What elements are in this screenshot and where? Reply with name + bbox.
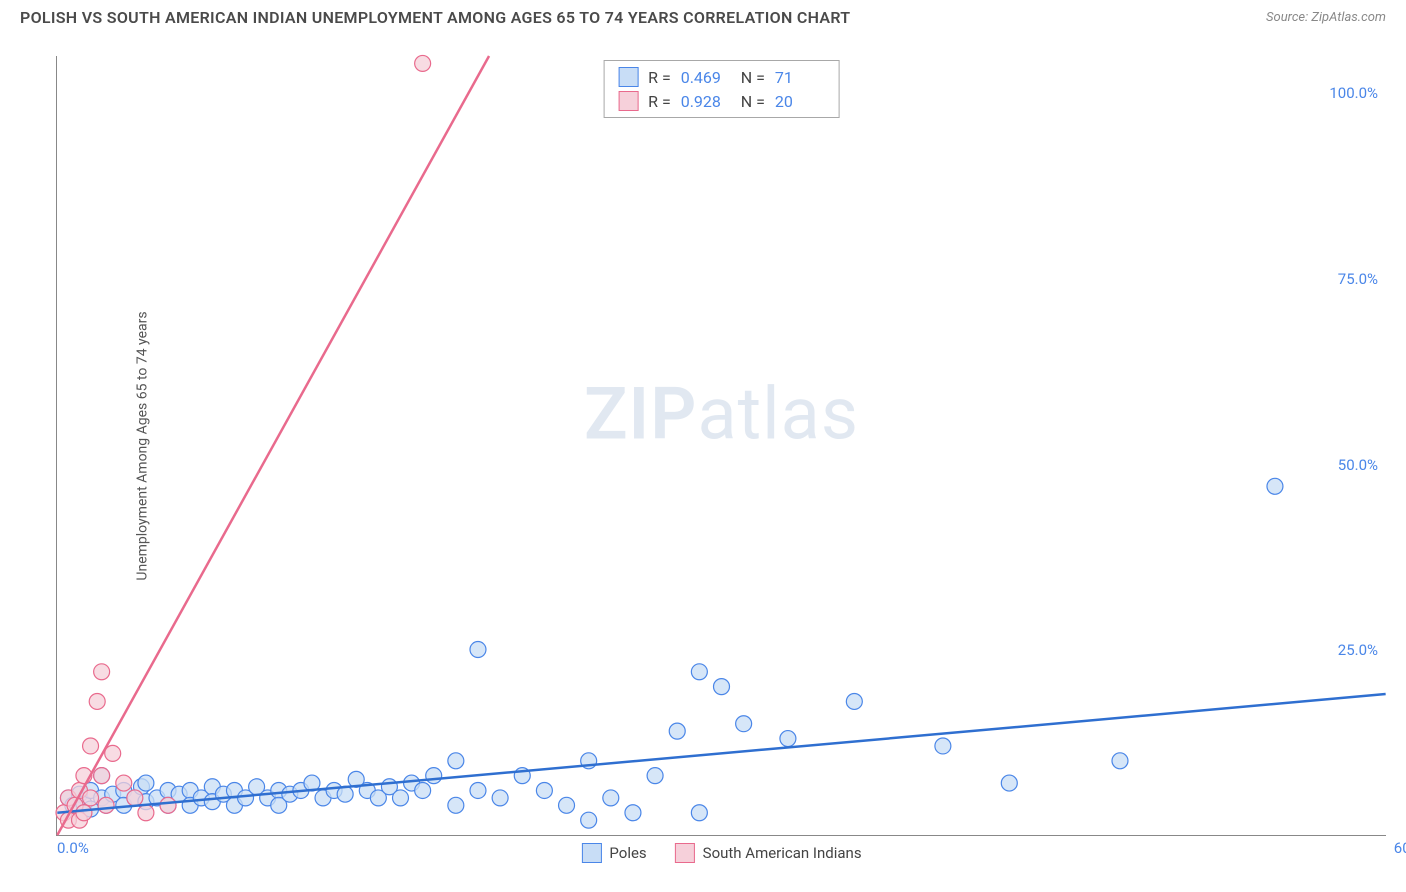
r-label-sai: R =: [648, 92, 671, 111]
x-tick-60: 60.0%: [1394, 839, 1406, 857]
legend-item-sai: South American Indians: [675, 843, 862, 863]
scatter-plot-svg: [57, 56, 1386, 835]
legend-swatch-poles: [581, 843, 601, 863]
stats-legend-box: R = 0.469 N = 71 R = 0.928 N = 20: [603, 60, 840, 118]
chart-plot-area: ZIPatlas 25.0% 50.0% 75.0% 100.0% 0.0% 6…: [56, 56, 1386, 836]
swatch-poles: [618, 67, 638, 87]
swatch-sai: [618, 91, 638, 111]
r-value-poles: 0.469: [681, 68, 731, 87]
n-label-sai: N =: [741, 92, 765, 111]
legend-item-poles: Poles: [581, 843, 646, 863]
n-value-poles: 71: [775, 68, 825, 87]
y-tick-100: 100.0%: [1329, 84, 1378, 102]
n-value-sai: 20: [775, 92, 825, 111]
n-label-poles: N =: [741, 68, 765, 87]
x-tick-0: 0.0%: [57, 839, 89, 857]
r-label-poles: R =: [648, 68, 671, 87]
y-tick-25: 25.0%: [1338, 641, 1378, 659]
chart-title: POLISH VS SOUTH AMERICAN INDIAN UNEMPLOY…: [20, 8, 850, 27]
series-legend: Poles South American Indians: [581, 843, 861, 863]
r-value-sai: 0.928: [681, 92, 731, 111]
source-attribution: Source: ZipAtlas.com: [1266, 10, 1386, 25]
y-tick-75: 75.0%: [1338, 270, 1378, 288]
legend-label-poles: Poles: [609, 844, 646, 862]
y-tick-50: 50.0%: [1338, 456, 1378, 474]
legend-swatch-sai: [675, 843, 695, 863]
stats-row-poles: R = 0.469 N = 71: [618, 65, 825, 89]
legend-label-sai: South American Indians: [703, 844, 862, 862]
stats-row-sai: R = 0.928 N = 20: [618, 89, 825, 113]
